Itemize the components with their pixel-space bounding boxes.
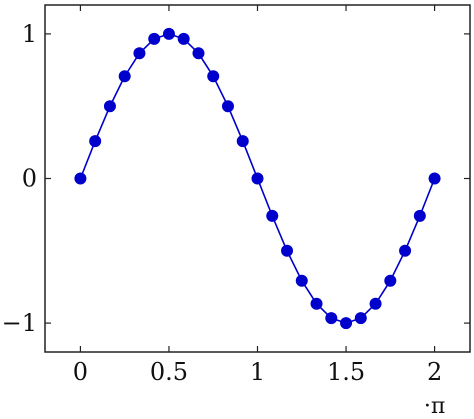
data-point <box>413 209 426 222</box>
data-point <box>103 100 116 113</box>
x-tick-label: 0 <box>73 358 88 386</box>
x-tick-label: 1 <box>250 358 265 386</box>
data-point <box>399 244 412 257</box>
x-tick-label: 0.5 <box>150 358 188 386</box>
data-point <box>236 135 249 148</box>
y-tick-label: 0 <box>22 165 37 193</box>
data-point <box>162 27 175 40</box>
data-point <box>133 47 146 60</box>
data-point <box>340 317 353 330</box>
y-tick-label: 1 <box>22 20 37 48</box>
y-tick-label: −1 <box>2 309 37 337</box>
x-axis-unit-label: ·π <box>424 394 445 419</box>
series-markers <box>74 27 441 330</box>
data-point <box>354 312 367 325</box>
data-point <box>177 32 190 45</box>
data-point <box>207 70 220 83</box>
data-point <box>192 47 205 60</box>
data-point <box>281 244 294 257</box>
data-point <box>221 100 234 113</box>
data-point <box>251 172 264 185</box>
data-point <box>148 32 161 45</box>
data-point <box>89 135 102 148</box>
axis-ticks <box>45 5 470 352</box>
x-tick-label: 2 <box>427 358 442 386</box>
x-tick-label: 1.5 <box>327 358 365 386</box>
data-point <box>118 70 131 83</box>
data-point <box>325 312 338 325</box>
data-point <box>310 297 323 310</box>
data-point <box>295 274 308 287</box>
data-point <box>369 297 382 310</box>
data-point <box>428 172 441 185</box>
data-point <box>266 209 279 222</box>
data-point <box>74 172 87 185</box>
tick-labels: 0 0.5 1 1.5 2 −1 0 1 <box>2 20 443 386</box>
data-point <box>384 274 397 287</box>
